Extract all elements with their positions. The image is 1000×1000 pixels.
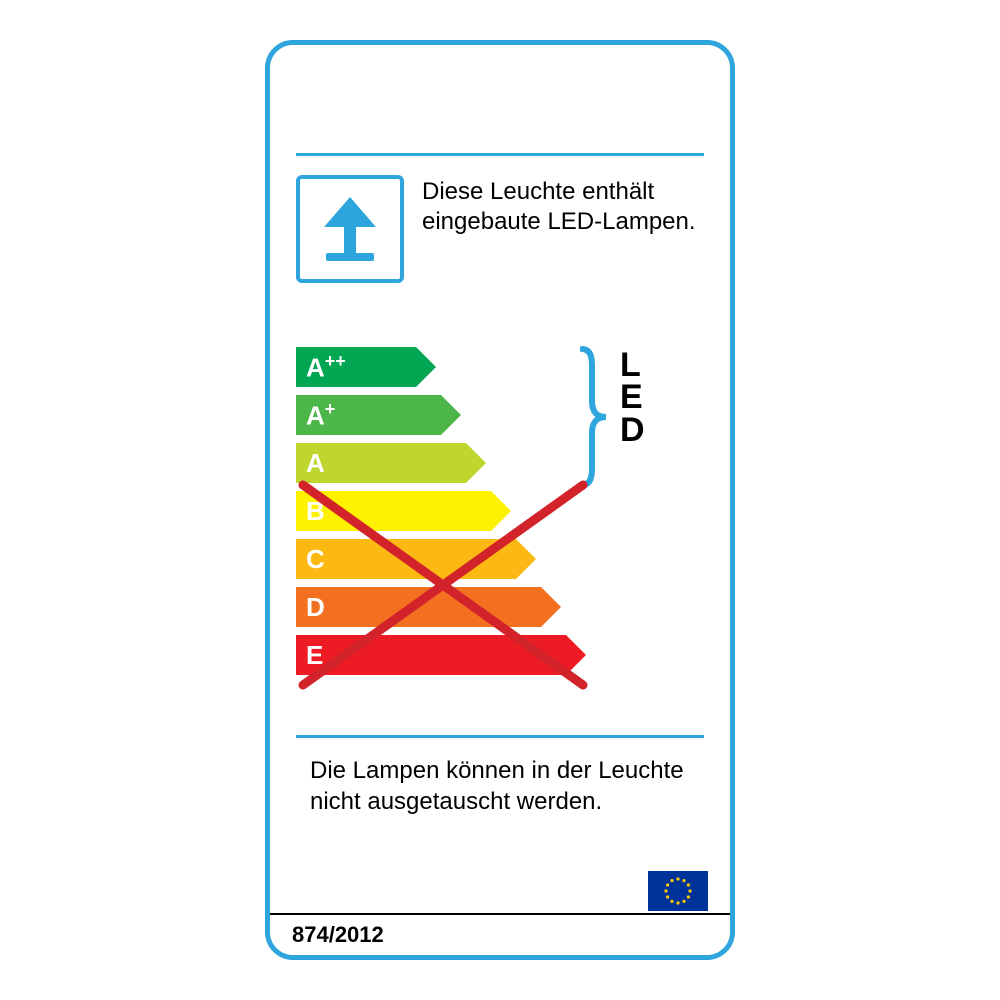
- rating-row: C: [296, 537, 536, 581]
- lamp-icon: [310, 189, 390, 269]
- footer: 874/2012: [270, 913, 730, 955]
- rating-arrow-icon: [296, 585, 561, 629]
- upper-section: Diese Leuchte enthält eingebaute LED-Lam…: [296, 175, 704, 295]
- rating-row: B: [296, 489, 511, 533]
- bracket-icon: [580, 345, 610, 489]
- rating-row: A+: [296, 393, 461, 437]
- rating-row: A++: [296, 345, 436, 389]
- description-text: Diese Leuchte enthält eingebaute LED-Lam…: [404, 175, 704, 295]
- led-label: L E D: [620, 349, 647, 446]
- rating-arrow-icon: [296, 537, 536, 581]
- rating-row: E: [296, 633, 586, 677]
- rating-row: A: [296, 441, 486, 485]
- rating-label: B: [306, 496, 325, 527]
- lamp-icon-box: [296, 175, 404, 283]
- led-l: L: [620, 349, 647, 381]
- energy-label: Diese Leuchte enthält eingebaute LED-Lam…: [265, 40, 735, 960]
- rating-arrow-icon: [296, 633, 586, 677]
- rating-label: E: [306, 640, 323, 671]
- regulation-number: 874/2012: [292, 922, 384, 948]
- led-d: D: [620, 414, 647, 446]
- rating-label: D: [306, 592, 325, 623]
- rating-label: A+: [306, 399, 335, 432]
- rating-label: A: [306, 448, 325, 479]
- eu-flag-icon: [648, 871, 708, 911]
- bottom-text: Die Lampen können in der Leuchte nicht a…: [310, 755, 690, 817]
- divider-top: [296, 153, 704, 156]
- led-e: E: [620, 381, 647, 413]
- rating-label: A++: [306, 351, 346, 384]
- rating-row: D: [296, 585, 561, 629]
- rating-arrow-icon: [296, 489, 511, 533]
- rating-label: C: [306, 544, 325, 575]
- divider-bottom: [296, 735, 704, 738]
